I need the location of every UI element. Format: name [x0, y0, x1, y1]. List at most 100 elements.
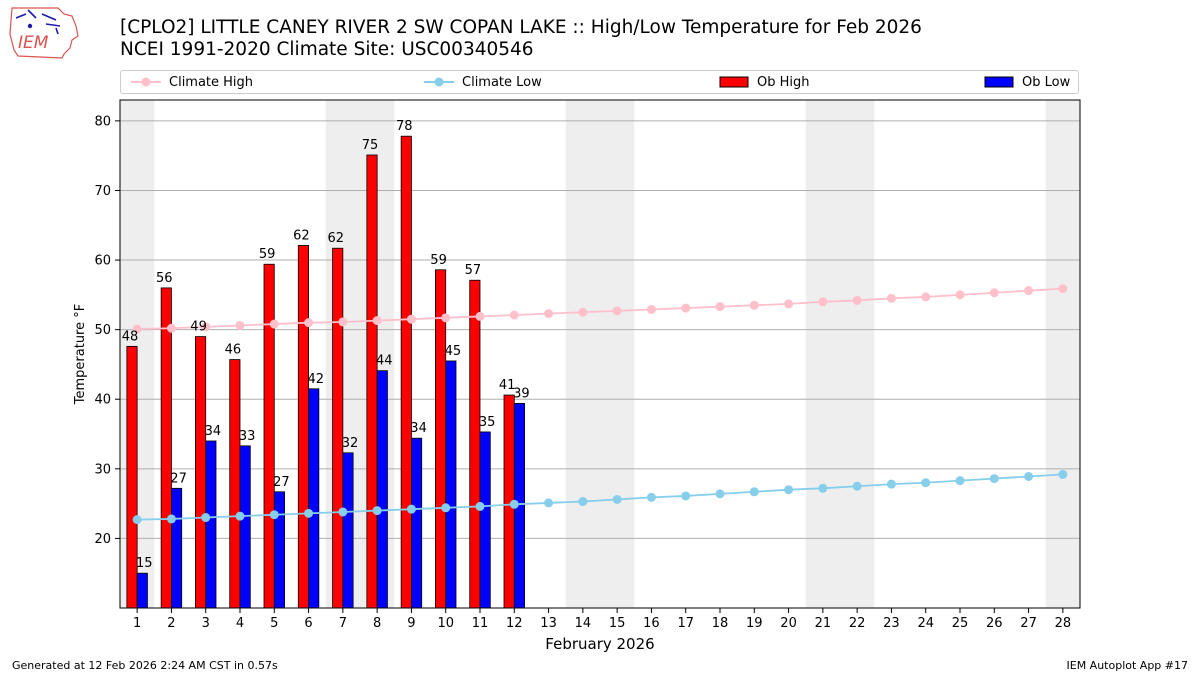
climate-high-point	[338, 317, 348, 327]
weekend-shade	[840, 100, 875, 608]
x-tick-label: 25	[952, 616, 969, 631]
legend-label-climate-low: Climate Low	[462, 74, 542, 90]
climate-high-point	[132, 324, 142, 334]
climate-high-point	[578, 307, 588, 317]
climate-low-line-icon	[424, 77, 454, 87]
x-axis-label: February 2026	[545, 635, 654, 653]
legend-item-ob-low: Ob Low	[984, 71, 1070, 93]
climate-low-point	[475, 501, 485, 511]
x-tick-label: 3	[202, 616, 210, 631]
ob-high-bar	[400, 135, 412, 609]
climate-high-point	[784, 299, 794, 309]
weekend-shade	[1045, 100, 1080, 608]
climate-high-point	[749, 300, 759, 310]
logo-text: IEM	[18, 33, 49, 53]
y-tick-label: 30	[94, 462, 111, 477]
ob-low-bar	[171, 487, 183, 609]
climate-low-point	[989, 474, 999, 484]
x-tick-label: 22	[849, 616, 866, 631]
climate-high-point	[544, 309, 554, 319]
climate-high-line	[137, 287, 1063, 330]
climate-high-point	[989, 288, 999, 298]
ob-high-label: 49	[190, 320, 207, 335]
ob-high-label: 48	[122, 329, 139, 344]
ob-low-label: 15	[136, 556, 153, 571]
ob-low-label: 42	[307, 372, 324, 387]
ob-low-bar	[445, 360, 457, 609]
x-tick-label: 27	[1020, 616, 1037, 631]
climate-low-point	[441, 503, 451, 513]
x-tick-label: 16	[643, 616, 660, 631]
climate-high-point	[921, 292, 931, 302]
ob-high-label: 59	[259, 247, 276, 262]
climate-low-point	[201, 513, 211, 523]
climate-high-point	[441, 313, 451, 323]
app-label: IEM Autoplot App #17	[1066, 659, 1189, 672]
ob-low-bar	[411, 437, 423, 609]
climate-low-point	[612, 494, 622, 504]
x-tick-label: 1	[133, 616, 141, 631]
ob-high-label: 62	[327, 231, 344, 246]
climate-low-point	[166, 514, 176, 524]
y-tick-label: 80	[94, 114, 111, 129]
climate-low-point	[544, 498, 554, 508]
climate-low-point	[784, 485, 794, 495]
x-tick-label: 20	[780, 616, 797, 631]
climate-low-point	[304, 508, 314, 518]
climate-high-point	[646, 304, 656, 314]
ob-low-label: 44	[376, 354, 393, 369]
ob-low-label: 34	[410, 421, 427, 436]
y-tick-label: 40	[94, 393, 111, 408]
climate-low-point	[646, 492, 656, 502]
climate-high-point	[1058, 284, 1068, 294]
generated-timestamp: Generated at 12 Feb 2026 2:24 AM CST in …	[12, 659, 278, 672]
chart-legend: Climate High Climate Low Ob High Ob Low	[120, 70, 1079, 94]
climate-low-point	[338, 507, 348, 517]
legend-label-ob-high: Ob High	[757, 74, 810, 90]
ob-low-label: 39	[513, 386, 530, 401]
legend-label-climate-high: Climate High	[169, 74, 254, 90]
climate-low-point	[132, 515, 142, 525]
climate-low-point	[749, 487, 759, 497]
y-tick-label: 60	[94, 254, 111, 269]
climate-low-point	[235, 511, 245, 521]
ob-low-bar	[239, 445, 251, 609]
weekend-shade	[805, 100, 840, 608]
climate-low-point	[852, 481, 862, 491]
x-tick-label: 24	[917, 616, 934, 631]
climate-high-point	[475, 311, 485, 321]
climate-high-point	[852, 295, 862, 305]
climate-low-point	[955, 476, 965, 486]
ob-high-bar	[332, 247, 344, 609]
ob-low-label: 45	[445, 344, 462, 359]
x-tick-label: 28	[1055, 616, 1072, 631]
legend-item-climate-low: Climate Low	[424, 71, 542, 93]
climate-low-point	[921, 478, 931, 488]
climate-low-line	[137, 473, 1063, 521]
climate-high-point	[1024, 286, 1034, 296]
climate-high-line-icon	[131, 77, 161, 87]
ob-low-label: 27	[170, 471, 187, 486]
climate-high-point	[886, 293, 896, 303]
climate-high-point	[818, 297, 828, 307]
ob-low-bar	[308, 388, 320, 609]
climate-low-point	[578, 497, 588, 507]
climate-high-point	[509, 310, 519, 320]
climate-low-point	[1058, 469, 1068, 479]
weekend-shade	[565, 100, 600, 608]
climate-high-point	[166, 323, 176, 333]
y-tick-label: 20	[94, 532, 111, 547]
climate-high-point	[681, 303, 691, 313]
legend-item-ob-high: Ob High	[719, 71, 810, 93]
ob-low-bar	[205, 440, 217, 609]
climate-high-point	[406, 314, 416, 324]
ob-low-swatch-icon	[984, 76, 1014, 88]
ob-high-bar	[229, 359, 241, 609]
weekend-shade	[600, 100, 635, 608]
x-tick-label: 21	[815, 616, 832, 631]
legend-label-ob-low: Ob Low	[1022, 74, 1071, 90]
ob-high-bar	[297, 245, 309, 609]
x-tick-label: 5	[270, 616, 278, 631]
climate-high-point	[372, 316, 382, 326]
